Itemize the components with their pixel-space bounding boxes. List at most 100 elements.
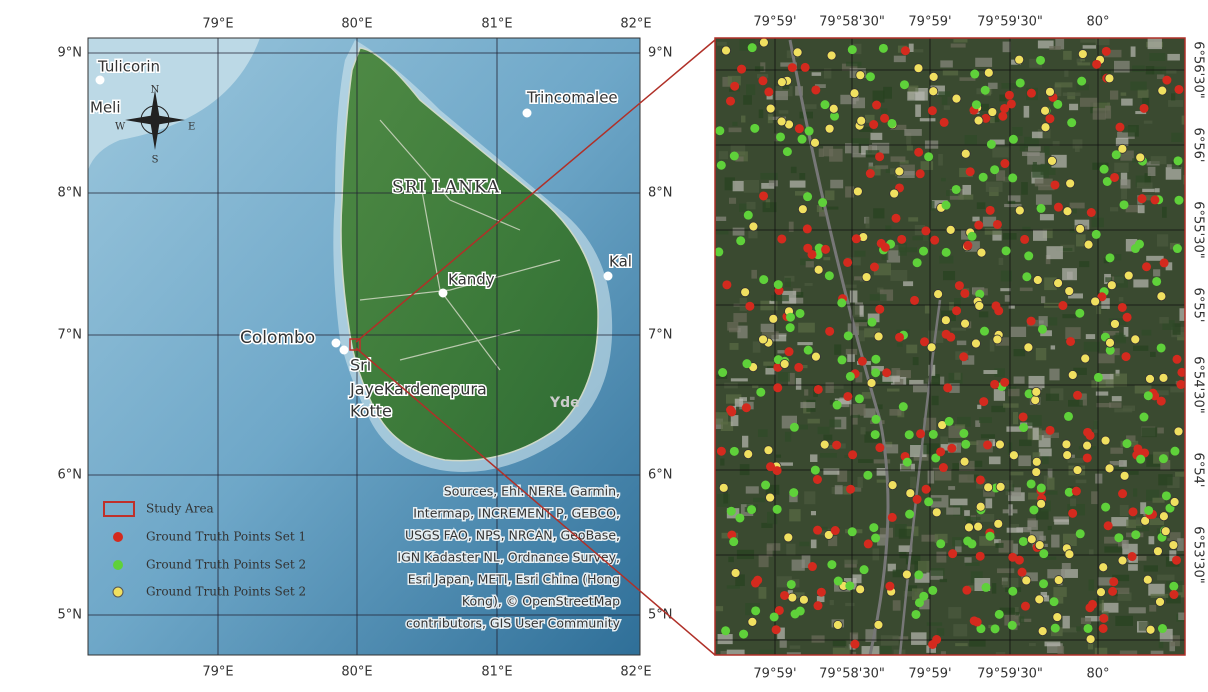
imagery-patch: [1041, 296, 1045, 303]
imagery-patch: [752, 385, 758, 388]
imagery-patch: [925, 140, 938, 148]
imagery-patch: [1148, 167, 1156, 176]
imagery-patch: [852, 98, 865, 109]
ground-truth-point: [1173, 244, 1182, 253]
imagery-patch: [930, 201, 935, 211]
ground-truth-point: [735, 513, 744, 522]
imagery-patch: [1120, 505, 1129, 516]
ground-truth-point: [813, 475, 822, 484]
ground-truth-point: [761, 481, 770, 490]
ground-truth-point: [1063, 207, 1072, 216]
ground-truth-point: [799, 595, 808, 604]
imagery-patch: [847, 354, 855, 362]
ground-truth-point: [751, 606, 760, 615]
right-label: 6°56'30": [1191, 41, 1206, 98]
ground-truth-point: [821, 245, 830, 254]
top-label: 81°E: [481, 17, 512, 32]
ground-truth-point: [1027, 89, 1036, 98]
imagery-patch: [789, 509, 800, 521]
ground-truth-point: [1009, 451, 1018, 460]
imagery-patch: [769, 180, 778, 186]
imagery-patch: [741, 116, 745, 123]
ground-truth-point: [1100, 165, 1109, 174]
ground-truth-point: [881, 243, 890, 252]
ground-truth-point: [1157, 292, 1166, 301]
ground-truth-point: [773, 505, 782, 514]
imagery-patch: [1149, 605, 1156, 612]
ground-truth-point: [900, 80, 909, 89]
imagery-patch: [1142, 330, 1152, 336]
ground-truth-point: [897, 235, 906, 244]
ground-truth-point: [974, 221, 983, 230]
ground-truth-point: [905, 430, 914, 439]
ground-truth-point: [988, 108, 997, 117]
right-label: 6°55'30": [1191, 201, 1206, 258]
imagery-patch: [753, 498, 765, 502]
ground-truth-point: [994, 519, 1003, 528]
ground-truth-point: [1104, 521, 1113, 530]
ground-truth-point: [867, 379, 876, 388]
imagery-patch: [1081, 618, 1091, 624]
imagery-patch: [1046, 394, 1059, 401]
imagery-patch: [791, 167, 797, 173]
imagery-patch: [1151, 651, 1164, 655]
ground-truth-point: [916, 429, 925, 438]
ground-truth-point: [721, 626, 730, 635]
ground-truth-point: [990, 165, 999, 174]
imagery-patch: [860, 427, 865, 434]
imagery-patch: [912, 236, 929, 240]
imagery-patch: [1076, 626, 1081, 631]
ground-truth-point: [974, 116, 983, 125]
imagery-patch: [942, 97, 948, 105]
ground-truth-point: [1076, 529, 1085, 538]
bottom-label: 80°: [1086, 667, 1109, 682]
ground-truth-point: [777, 117, 786, 126]
imagery-patch: [1049, 46, 1061, 50]
compass-label: S: [152, 155, 159, 166]
ground-truth-point: [1172, 556, 1181, 565]
imagery-patch: [1076, 480, 1087, 484]
imagery-patch: [1051, 345, 1055, 349]
imagery-patch: [957, 341, 966, 346]
ground-truth-point: [1038, 627, 1047, 636]
imagery-patch: [1069, 104, 1078, 110]
ground-truth-point: [1050, 597, 1059, 606]
ground-truth-point: [930, 236, 939, 245]
imagery-patch: [977, 202, 986, 209]
imagery-patch: [1104, 546, 1122, 552]
ground-truth-point: [871, 534, 880, 543]
imagery-patch: [1089, 579, 1095, 590]
ground-truth-point: [871, 368, 880, 377]
imagery-patch: [785, 432, 791, 442]
imagery-patch: [1128, 564, 1138, 571]
imagery-patch: [948, 486, 955, 490]
imagery-patch: [1182, 116, 1195, 125]
ground-truth-point: [1131, 335, 1140, 344]
figure: 79°E 80°E 81°E 82°E 79°E 80°E 81°E 82°E …: [0, 0, 1208, 692]
ground-truth-point: [731, 568, 740, 577]
legend-label: Study Area: [146, 502, 214, 516]
ground-truth-point: [914, 64, 923, 73]
ground-truth-point: [1015, 206, 1024, 215]
ground-truth-point: [976, 475, 985, 484]
ground-truth-point: [773, 383, 782, 392]
bottom-label: 81°E: [481, 665, 512, 680]
ground-truth-point: [1058, 301, 1067, 310]
imagery-patch: [999, 258, 1003, 265]
place-label: SRI LANKA: [392, 178, 500, 198]
ground-truth-point: [927, 343, 936, 352]
ground-truth-point: [1015, 55, 1024, 64]
compass-label: N: [151, 85, 160, 96]
ground-truth-point: [905, 510, 914, 519]
ground-truth-point: [1008, 621, 1017, 630]
ground-truth-point: [928, 586, 937, 595]
imagery-patch: [977, 405, 981, 409]
ground-truth-point: [857, 116, 866, 125]
place-label: Trincomalee: [526, 89, 618, 107]
ground-truth-point: [1140, 104, 1149, 113]
imagery-patch: [887, 389, 899, 392]
ground-truth-point: [1000, 159, 1009, 168]
ground-truth-point: [834, 577, 843, 586]
attribution-line: IGN Kadaster NL, Ordnance Survey,: [397, 550, 620, 565]
ground-truth-point: [1170, 497, 1179, 506]
